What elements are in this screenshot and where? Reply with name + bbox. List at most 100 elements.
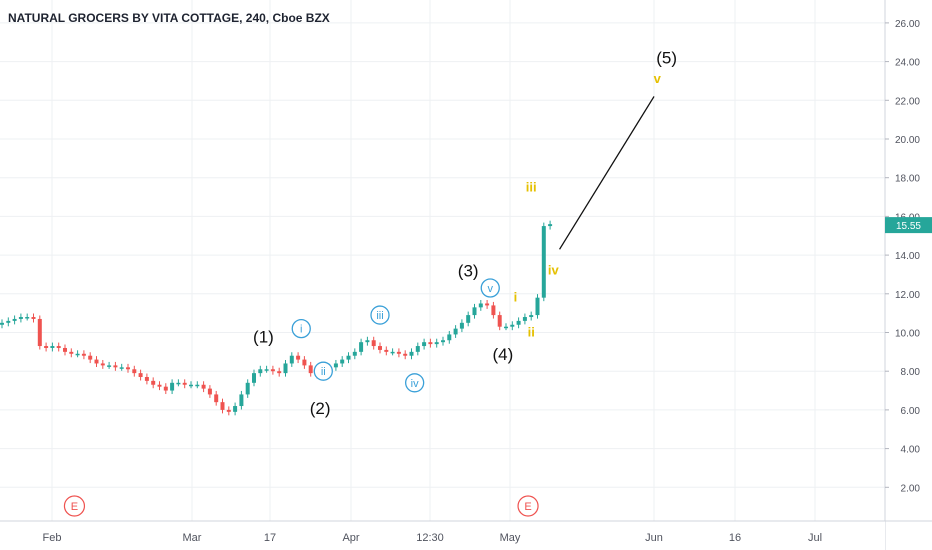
chart-title: NATURAL GROCERS BY VITA COTTAGE, 240, Cb…: [8, 11, 330, 25]
price-tick-label: 6.00: [901, 406, 921, 417]
time-tick-label: 12:30: [416, 532, 444, 544]
candle: [151, 380, 156, 385]
candle: [535, 297, 540, 316]
candle: [522, 317, 527, 321]
candle: [214, 394, 219, 403]
candle: [485, 303, 490, 306]
candle: [220, 402, 225, 410]
candle: [0, 322, 4, 325]
time-tick-label: May: [500, 532, 521, 544]
candle: [434, 342, 439, 345]
candle: [138, 373, 143, 378]
candle: [340, 359, 345, 364]
wave-label: i: [514, 290, 518, 305]
wave-label-circle: [404, 373, 425, 393]
wave-label: (5): [656, 49, 677, 68]
candle: [245, 382, 250, 395]
candle: [428, 342, 433, 345]
candle: [403, 353, 408, 356]
candle: [283, 363, 288, 374]
time-tick-label: Jun: [645, 532, 663, 544]
time-axis[interactable]: Feb Mar 17 Apr 12:30 May Jun 16 Jul: [0, 520, 932, 550]
price-tick-label: 8.00: [901, 367, 921, 378]
price-tick-label: 24.00: [895, 58, 920, 69]
candle: [226, 409, 231, 412]
wave-label: (3): [458, 262, 479, 281]
price-axis[interactable]: 2.004.006.008.0010.0012.0014.0016.0018.0…: [884, 0, 932, 550]
time-tick-label: Feb: [43, 532, 62, 544]
candle: [94, 359, 99, 364]
earnings-event-label: E: [524, 501, 531, 513]
candle: [264, 369, 269, 371]
time-tick-label: Mar: [183, 532, 202, 544]
candle: [113, 365, 118, 368]
candle: [396, 351, 401, 354]
candle: [239, 394, 244, 407]
candle: [18, 317, 23, 319]
wave-label: iv: [548, 263, 560, 278]
candle: [233, 406, 238, 412]
candle: [157, 384, 162, 387]
candle: [63, 347, 67, 352]
wave-label: iv: [411, 378, 419, 390]
candle: [207, 388, 212, 395]
candle: [541, 226, 546, 298]
grid-lines: [0, 0, 885, 521]
wave-label-circle: [370, 305, 390, 325]
candle: [37, 318, 42, 347]
price-tick-label: 14.00: [895, 251, 920, 262]
candle: [491, 305, 496, 316]
candle: [516, 320, 521, 325]
candle: [289, 355, 294, 364]
candle: [441, 340, 445, 343]
time-tick-label: Apr: [342, 532, 359, 544]
wave-label: i: [300, 324, 302, 336]
candle: [75, 353, 80, 356]
candle: [176, 382, 181, 385]
candle: [466, 315, 471, 323]
candle: [107, 365, 112, 367]
candle: [478, 303, 483, 308]
candle: [31, 317, 36, 319]
projection-line: [558, 96, 655, 250]
wave-label: v: [654, 71, 662, 86]
candle: [296, 355, 301, 360]
candle: [415, 346, 420, 352]
time-axis-background: [0, 521, 885, 550]
candle: [365, 340, 370, 343]
candle: [258, 369, 263, 374]
price-tick-label: 26.00: [895, 19, 920, 30]
time-tick-label: Jul: [808, 532, 822, 544]
candle: [529, 315, 534, 318]
candle: [504, 326, 508, 329]
candlestick-series: [0, 220, 553, 416]
candle: [390, 351, 395, 354]
candle: [378, 346, 382, 350]
candle: [119, 367, 124, 369]
candle: [12, 318, 17, 321]
candle: [409, 351, 414, 356]
candle: [170, 382, 175, 391]
time-tick-label: 16: [729, 532, 741, 544]
candle: [459, 322, 464, 329]
candle: [510, 324, 515, 327]
price-tick-label: 4.00: [901, 445, 921, 456]
wave-label: (2): [310, 399, 331, 418]
price-tick-label: 20.00: [895, 135, 920, 146]
candle: [252, 373, 256, 383]
candle: [201, 384, 206, 389]
candle: [453, 328, 458, 335]
candle: [100, 363, 105, 366]
candle: [384, 349, 389, 352]
wave-label-circle: [313, 361, 333, 381]
earnings-event-marker: [517, 495, 539, 517]
wave-label: ii: [321, 366, 326, 378]
candle: [422, 342, 427, 347]
wave-label: (4): [492, 345, 513, 364]
candle: [497, 315, 502, 327]
candle: [352, 351, 357, 356]
candle: [270, 369, 275, 372]
candle: [333, 363, 338, 368]
